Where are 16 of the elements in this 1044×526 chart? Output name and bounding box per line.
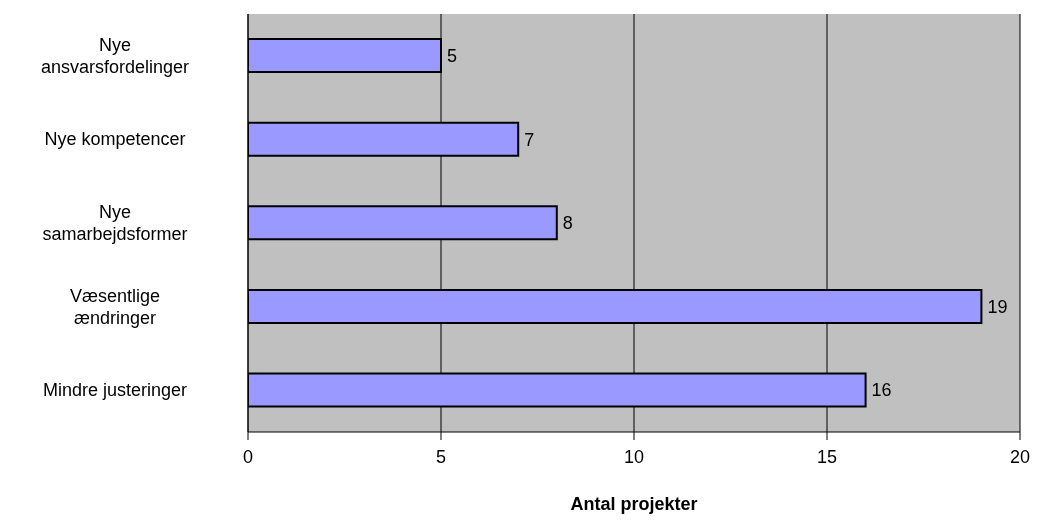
- data-label: 7: [524, 129, 535, 150]
- data-label: 8: [562, 213, 573, 234]
- y-tick-label: Mindre justeringer: [42, 380, 188, 401]
- data-label: 19: [987, 296, 1008, 317]
- data-label: 5: [447, 45, 458, 66]
- data-label: 16: [871, 380, 892, 401]
- y-tick-label: Nye kompetencer: [44, 129, 186, 150]
- y-tick-label: Væsentlige ændringer: [69, 285, 161, 328]
- x-axis-title: Antal projekter: [570, 494, 698, 514]
- x-tick-label: 20: [1009, 446, 1031, 467]
- y-tick-label: Nye ansvarsfordelinger: [40, 34, 190, 77]
- x-tick-label: 10: [623, 446, 645, 467]
- y-tick-label: Nye samarbejdsformer: [42, 202, 188, 244]
- x-tick-label: 5: [435, 446, 447, 467]
- x-tick-label: 0: [242, 446, 254, 467]
- x-tick-label: 15: [816, 446, 838, 467]
